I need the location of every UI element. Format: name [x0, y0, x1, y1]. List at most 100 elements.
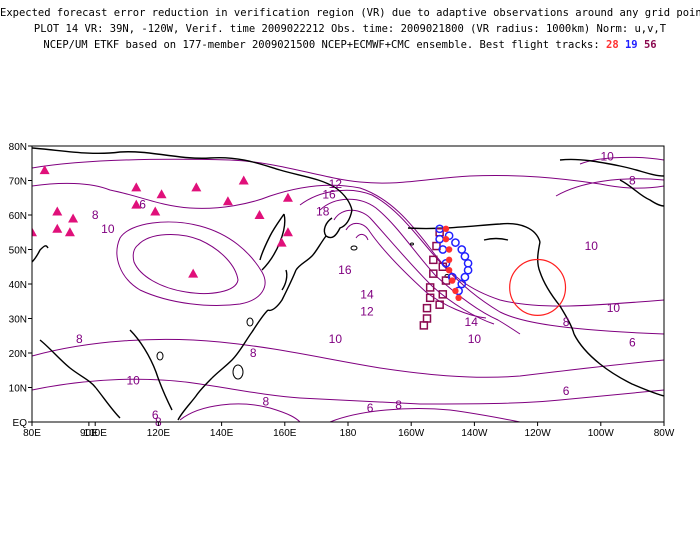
x-tick-label: 180 [340, 428, 357, 439]
track-c-point [425, 293, 435, 303]
track-b-point [457, 245, 467, 254]
observation-triangle [39, 165, 50, 175]
contour-label: 8 [76, 332, 83, 346]
track-b-point [435, 234, 444, 244]
track-c-point [432, 241, 441, 251]
x-tick-label: 140W [461, 428, 488, 439]
contour-label: 16 [322, 187, 336, 201]
track-c-point [422, 303, 432, 313]
contour-label: 8 [395, 398, 402, 412]
title-line-1: Expected forecast error reduction in ver… [0, 7, 700, 19]
observation-triangle [64, 227, 75, 237]
x-tick-label: 140E [210, 428, 234, 439]
y-tick-label: 10N [9, 384, 27, 395]
observation-triangle [254, 210, 265, 219]
contour-label: 8 [629, 174, 636, 188]
observation-triangle [222, 196, 233, 206]
track-c-point [435, 300, 444, 309]
contour-label: 10 [585, 239, 599, 253]
contour-label: 10 [468, 332, 482, 346]
observation-triangle [156, 189, 167, 199]
track-c-point [429, 255, 438, 265]
x-tick-label: 90E [80, 428, 98, 439]
y-tick-label: 60N [9, 211, 27, 222]
track-a-label: 28 [606, 39, 619, 51]
track-c-point [422, 314, 432, 323]
observation-triangle [188, 268, 199, 278]
x-tick-label: 100E [84, 428, 108, 439]
contour-label: 10 [329, 332, 343, 346]
track-c-point [429, 269, 438, 278]
contour-label: 14 [465, 315, 479, 329]
y-tick-label: 50N [9, 246, 27, 257]
track-b-point [451, 238, 460, 247]
y-tick-label: 30N [9, 315, 27, 326]
x-tick-label: 100W [588, 428, 615, 439]
observation-triangle [276, 237, 287, 247]
observation-triangle [238, 175, 249, 185]
contour-label: 16 [338, 263, 352, 277]
contour-label: 8 [250, 346, 257, 360]
y-tick-label: 20N [9, 349, 27, 360]
x-tick-label: 160E [273, 428, 297, 439]
track-a-point [445, 267, 453, 274]
contour-label: 12 [360, 305, 374, 319]
contour-label: 10 [607, 301, 621, 315]
contour-label: 6 [629, 336, 636, 350]
track-b-label: 19 [624, 39, 638, 51]
x-tick-label: 120E [147, 428, 171, 439]
y-tick-label: EQ [13, 418, 28, 429]
track-c-label: 56 [643, 39, 657, 51]
x-tick-label: 120W [525, 428, 552, 439]
track-b-point [457, 279, 467, 289]
track-b-point [460, 252, 470, 261]
observation-triangle [52, 206, 63, 216]
coastlines [32, 147, 664, 421]
y-tick-label: 80N [9, 142, 27, 153]
contour-label: 10 [600, 149, 614, 163]
track-b-point [460, 272, 470, 282]
title-line-3-prefix: NCEP/UM ETKF based on 177-member 2009021… [43, 39, 600, 51]
track-a-point [445, 246, 453, 253]
contour-label: 12 [329, 177, 343, 191]
track-a-point [442, 235, 450, 243]
observation-triangle [131, 182, 142, 192]
track-c-point [438, 290, 448, 299]
contour-label: 6 [563, 384, 570, 398]
x-tick-label: 80E [23, 428, 41, 439]
islands [156, 242, 450, 380]
track-b-point [463, 258, 473, 268]
observation-triangle [68, 213, 79, 223]
observation-triangle [150, 206, 161, 216]
flight-tracks [419, 224, 473, 330]
track-b-point [463, 265, 473, 275]
observation-triangle [52, 223, 63, 233]
title-line-2: PLOT 14 VR: 39N, -120W, Verif. time 2009… [33, 23, 667, 35]
track-a-point [455, 294, 462, 301]
track-c-point [425, 283, 435, 292]
observation-triangle [282, 227, 293, 237]
contour-label: 8 [92, 208, 99, 222]
observation-triangle [32, 227, 37, 237]
contour-label: 6 [367, 401, 374, 415]
contour-label: 14 [360, 287, 374, 301]
x-tick-label: 160W [398, 428, 425, 439]
contour-label: 8 [262, 394, 269, 408]
x-tick-label: 80W [654, 428, 675, 439]
track-a-point [449, 277, 456, 284]
track-a-point [445, 256, 453, 264]
contour-label: 6 [139, 198, 146, 212]
track-a-point [442, 225, 450, 232]
contour-label: 10 [101, 222, 115, 236]
y-tick-label: 70N [9, 177, 27, 188]
title-line-3: NCEP/UM ETKF based on 177-member 2009021… [0, 39, 700, 51]
observation-triangles [32, 165, 293, 278]
contour-label: 6 [152, 408, 159, 422]
track-c-point [419, 321, 429, 330]
track-a-point [452, 287, 459, 295]
observation-triangle [282, 192, 293, 202]
observation-triangle [131, 199, 142, 209]
